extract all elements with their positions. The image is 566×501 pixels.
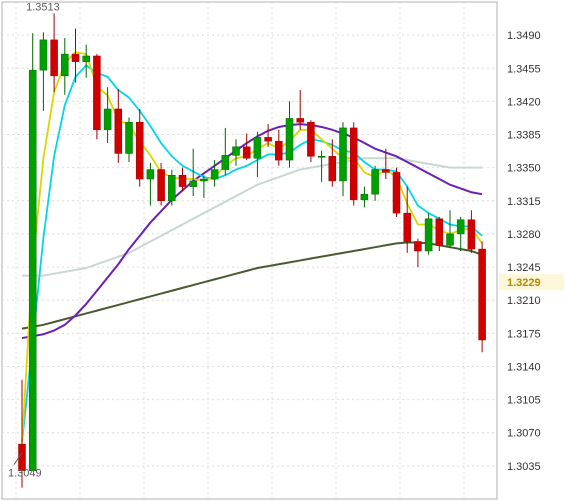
y-tick-label: 1.3385 [507,130,541,142]
y-tick-label: 1.3105 [507,395,541,407]
low-label: 1.3049 [8,468,42,480]
candlestick-chart[interactable]: 1.3035 1.3070 1.3105 1.3140 1.3175 1.3210 1.32… [0,0,566,501]
y-tick-label: 1.3245 [507,262,541,274]
y-tick-label: 1.3350 [507,163,541,175]
current-price-label: 1.3229 [507,277,541,289]
y-tick-label: 1.3420 [507,96,541,108]
y-tick-label: 1.3210 [507,295,541,307]
y-tick-label: 1.3175 [507,328,541,340]
y-tick-label: 1.3315 [507,196,541,208]
y-tick-label: 1.3490 [507,30,541,42]
y-tick-label: 1.3455 [507,63,541,75]
y-tick-label: 1.3280 [507,229,541,241]
y-tick-label: 1.3035 [507,461,541,473]
y-tick-label: 1.3070 [507,428,541,440]
y-tick-label: 1.3140 [507,361,541,373]
high-label: 1.3513 [26,1,60,13]
